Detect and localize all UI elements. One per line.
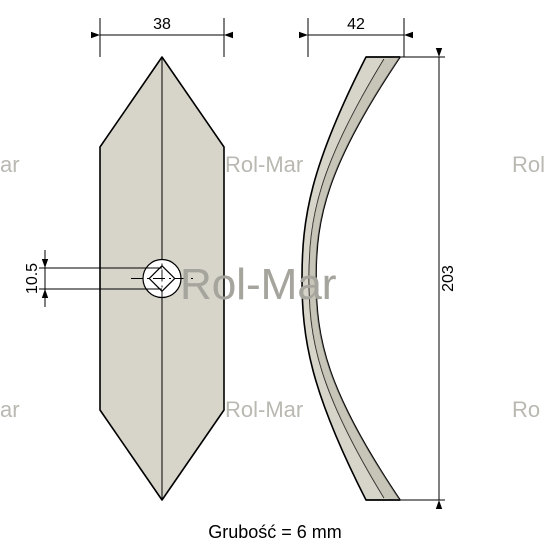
- technical-drawing: Rol-MararRol-MarRolarRol-MarRo3810.54220…: [0, 0, 550, 550]
- dim-hole: 10.5: [24, 263, 41, 294]
- drawing-svg: 38 10.5 42 203 Grubość = 6 mm: [0, 0, 550, 550]
- dim-width: 38: [153, 16, 171, 33]
- dim-height: 203: [440, 265, 457, 292]
- thickness-note: Grubość = 6 mm: [208, 522, 342, 542]
- dim-depth: 42: [347, 16, 365, 33]
